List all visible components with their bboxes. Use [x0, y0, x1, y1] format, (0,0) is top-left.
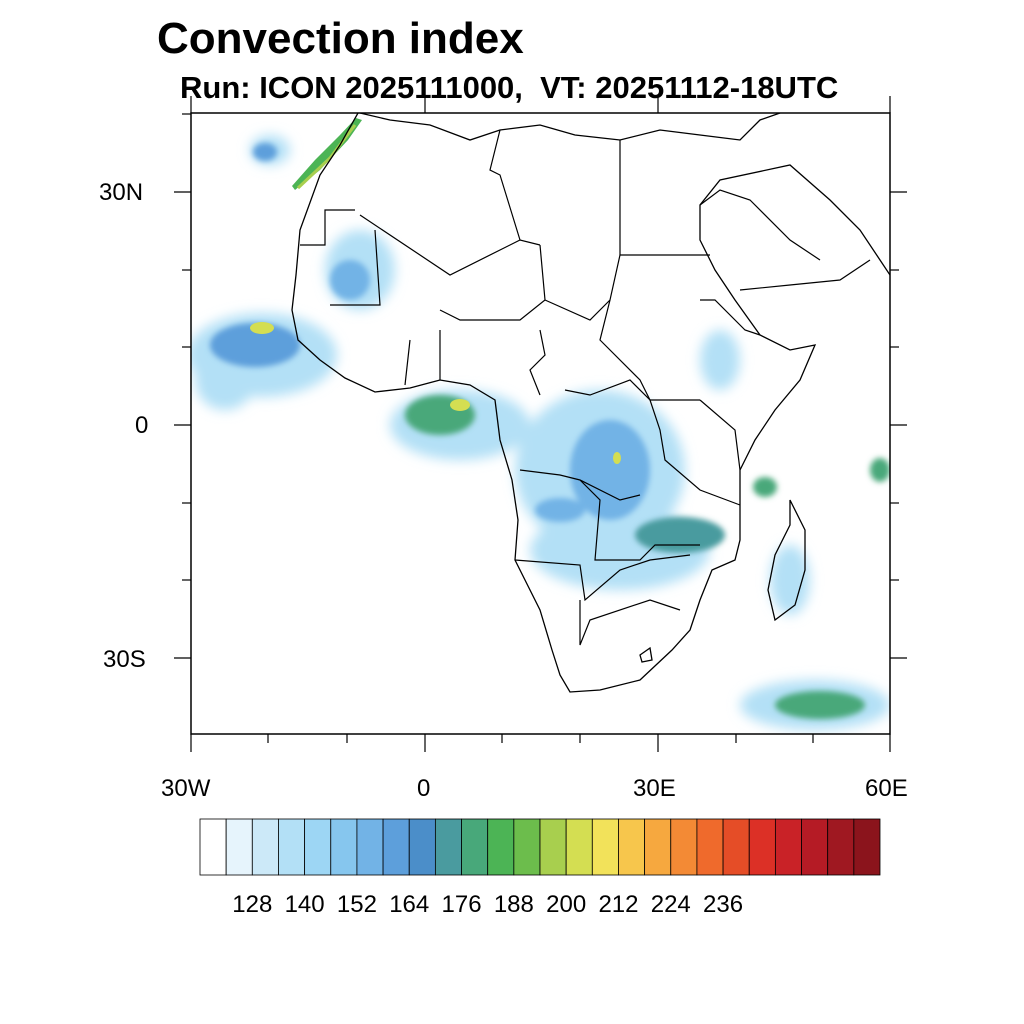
- colorbar-tick-label: 164: [389, 891, 429, 918]
- colorbar-tick-label: 128: [232, 891, 272, 918]
- lat-label-30n: 30N: [99, 179, 144, 206]
- convection-field: [191, 118, 890, 730]
- colorbar-tick-label: 152: [337, 891, 377, 918]
- lon-label-0: 0: [417, 775, 431, 802]
- colorbar-tick-label: 236: [703, 891, 743, 918]
- colorbar-swatch: [774, 818, 802, 876]
- lon-label-30e: 30E: [633, 775, 676, 802]
- colorbar-swatch: [199, 818, 227, 876]
- colorbar-swatch: [513, 818, 541, 876]
- lat-label-0: 0: [135, 412, 149, 439]
- colorbar-swatch: [461, 818, 489, 876]
- colorbar-swatch: [251, 818, 279, 876]
- map-frame: [190, 112, 891, 735]
- country-borders: [300, 129, 871, 646]
- colorbar-swatch: [225, 818, 253, 876]
- lon-label-60e: 60E: [865, 775, 908, 802]
- colorbar-swatch: [565, 818, 593, 876]
- colorbar-swatch: [801, 818, 829, 876]
- map-subtitle: Run: ICON 2025111000, VT: 20251112-18UTC: [180, 70, 839, 105]
- colorbar-swatch: [670, 818, 698, 876]
- axis-ticks: [174, 96, 907, 752]
- colorbar-tick-label: 140: [285, 891, 325, 918]
- colorbar-swatch: [539, 818, 567, 876]
- coastlines: [291, 113, 890, 693]
- lat-label-30s: 30S: [103, 646, 146, 673]
- colorbar-swatch: [618, 818, 646, 876]
- colorbar-swatch: [827, 818, 855, 876]
- colorbar-swatch: [304, 818, 332, 876]
- colorbar-swatch: [644, 818, 672, 876]
- colorbar-tick-label: 212: [598, 891, 638, 918]
- colorbar-swatch: [696, 818, 724, 876]
- colorbar-swatch: [278, 818, 306, 876]
- colorbar-swatch: [722, 818, 750, 876]
- colorbar-swatch: [330, 818, 358, 876]
- colorbar-tick-label: 176: [442, 891, 482, 918]
- colorbar-swatch: [591, 818, 619, 876]
- colorbar-swatch: [487, 818, 515, 876]
- map: [174, 96, 907, 752]
- colorbar-swatch: [748, 818, 776, 876]
- map-title: Convection index: [157, 14, 524, 63]
- colorbar-swatch: [853, 818, 881, 876]
- colorbar-tick-label: 200: [546, 891, 586, 918]
- colorbar-tick-label: 188: [494, 891, 534, 918]
- colorbar-swatch: [408, 818, 436, 876]
- colorbar-swatch: [382, 818, 410, 876]
- lon-label-30w: 30W: [161, 775, 211, 802]
- colorbar-swatch: [356, 818, 384, 876]
- colorbar-tick-label: 224: [651, 891, 691, 918]
- colorbar-swatch: [434, 818, 462, 876]
